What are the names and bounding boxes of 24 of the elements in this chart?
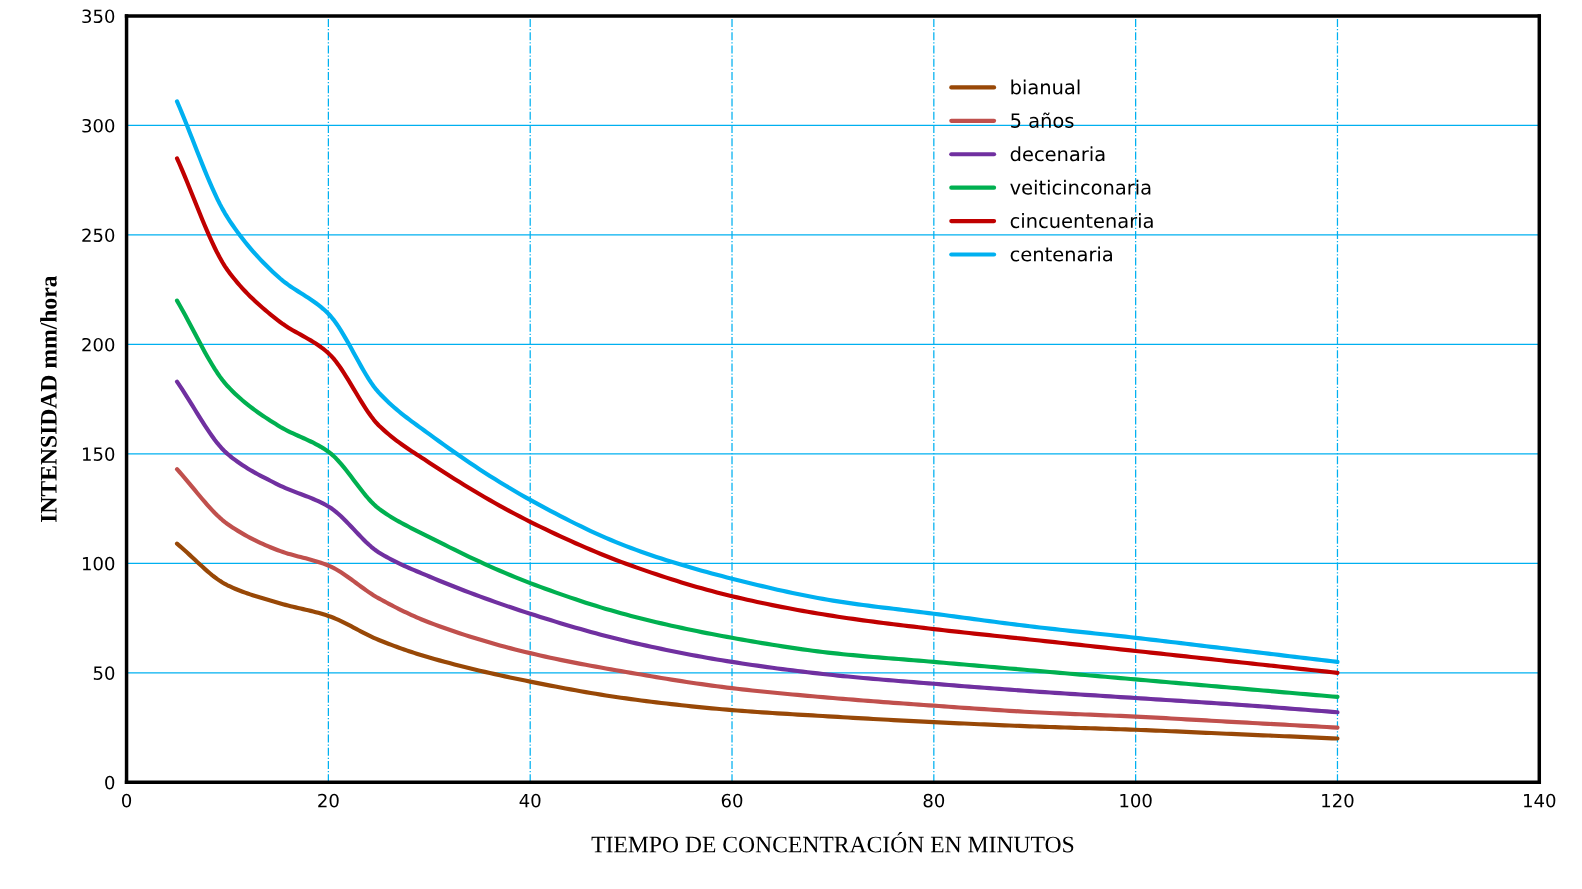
x-axis-title: TIEMPO DE CONCENTRACIÓN EN MINUTOS <box>591 832 1074 853</box>
y-tick-label: 150 <box>82 447 115 462</box>
legend-label: 5 años <box>1011 112 1074 128</box>
x-tick-label: 140 <box>1524 793 1556 808</box>
x-tick-label: 100 <box>1120 793 1152 808</box>
y-tick-label: 100 <box>82 556 115 571</box>
y-tick-label: 0 <box>105 775 115 790</box>
y-tick-label: 350 <box>82 9 115 24</box>
legend-label: veiticinconaria <box>1010 179 1151 195</box>
y-axis-title: INTENSIDAD mm/hora <box>40 275 57 523</box>
y-tick-label: 300 <box>82 118 115 133</box>
x-tick-label: 80 <box>923 793 945 808</box>
y-tick-label: 50 <box>93 666 115 680</box>
y-tick-label: 250 <box>82 228 115 243</box>
x-tick-label: 20 <box>318 793 339 808</box>
y-tick-label: 200 <box>82 337 115 352</box>
legend-label: decenaria <box>1010 146 1105 162</box>
x-tick-label: 0 <box>122 793 132 808</box>
x-tick-label: 40 <box>519 793 541 808</box>
legend-label: centenaria <box>1010 246 1112 262</box>
x-tick-label: 60 <box>721 793 743 808</box>
legend-label: bianual <box>1011 79 1080 95</box>
legend-label: cincuentenaria <box>1010 213 1153 229</box>
x-tick-label: 120 <box>1322 793 1354 808</box>
